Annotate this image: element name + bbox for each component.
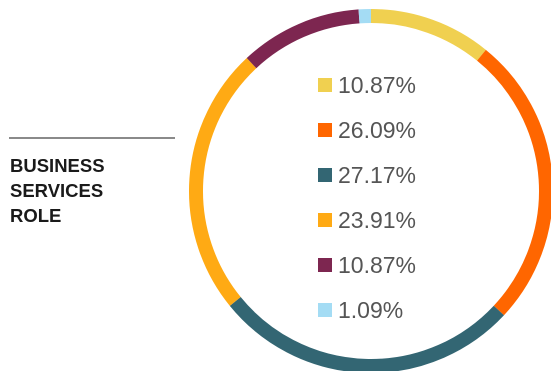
legend-swatch <box>318 77 332 92</box>
role-label-line-2: SERVICES <box>10 180 104 201</box>
legend-label: 27.17% <box>338 161 417 188</box>
legend-item: 10.87% <box>318 62 416 107</box>
business-services-role-label: BUSINESS SERVICES ROLE <box>10 153 180 228</box>
legend-swatch <box>318 212 332 227</box>
donut-slice-1 <box>370 9 486 61</box>
legend-label: 26.09% <box>338 116 417 143</box>
donut-slice-4 <box>189 58 257 306</box>
divider-rule <box>9 137 175 139</box>
legend-label: 10.87% <box>338 251 417 278</box>
legend-item: 26.09% <box>318 107 416 152</box>
donut-slice-2 <box>477 49 551 316</box>
role-label-line-3: ROLE <box>10 205 62 226</box>
role-label-line-1: BUSINESS <box>10 155 105 176</box>
legend-item: 1.09% <box>318 287 416 332</box>
chart-legend: 10.87% 26.09% 27.17% 23.91% 10.87% 1.09% <box>318 62 416 332</box>
legend-label: 1.09% <box>338 296 404 323</box>
legend-item: 10.87% <box>318 242 416 287</box>
legend-item: 23.91% <box>318 197 416 242</box>
legend-swatch <box>318 122 332 137</box>
legend-swatch <box>318 257 332 272</box>
legend-label: 23.91% <box>338 206 417 233</box>
legend-swatch <box>318 302 332 317</box>
legend-swatch <box>318 167 332 182</box>
donut-slice-3 <box>229 297 504 371</box>
donut-slice-5 <box>246 9 360 69</box>
legend-label: 10.87% <box>338 71 417 98</box>
legend-item: 27.17% <box>318 152 416 197</box>
